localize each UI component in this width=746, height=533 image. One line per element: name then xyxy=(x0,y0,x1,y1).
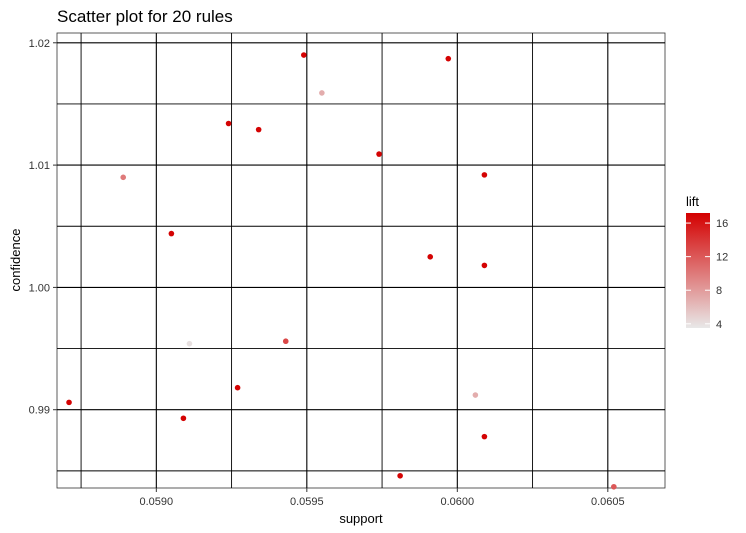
y-tick-label: 0.99 xyxy=(29,405,50,417)
scatter-point xyxy=(168,230,175,237)
chart-title: Scatter plot for 20 rules xyxy=(57,7,233,26)
scatter-point xyxy=(445,55,452,62)
scatter-point xyxy=(427,254,434,260)
scatter-point xyxy=(180,415,187,422)
scatter-point xyxy=(481,262,488,269)
x-axis-ticks: 0.0590 0.0595 0.0600 0.0605 xyxy=(139,488,625,508)
x-axis-title: support xyxy=(339,511,383,526)
data-points xyxy=(66,52,617,490)
color-legend: lift 4 8 12 16 xyxy=(686,194,728,331)
plot-panel xyxy=(56,32,666,489)
scatter-point xyxy=(611,483,617,490)
scatter-point xyxy=(234,384,241,391)
legend-tick-label: 8 xyxy=(716,285,722,297)
legend-tick-label: 12 xyxy=(716,252,728,264)
scatter-point xyxy=(319,90,325,96)
scatter-point xyxy=(397,472,403,479)
minor-grid xyxy=(57,33,665,488)
panel-border xyxy=(56,32,666,489)
scatter-point xyxy=(376,151,382,157)
scatter-point xyxy=(301,52,307,58)
legend-tick-label: 16 xyxy=(716,218,728,230)
scatter-point xyxy=(282,338,289,345)
legend-title: lift xyxy=(686,194,699,209)
y-tick-label: 1.00 xyxy=(29,282,50,294)
x-tick-label: 0.0595 xyxy=(290,496,324,508)
x-axis: 0.0590 0.0595 0.0600 0.0605 xyxy=(139,488,625,508)
y-tick-label: 1.02 xyxy=(29,38,50,50)
y-axis-title: confidence xyxy=(8,229,23,292)
x-tick-label: 0.0600 xyxy=(440,496,474,508)
major-grid xyxy=(57,33,665,488)
scatter-point xyxy=(186,340,193,347)
scatter-point xyxy=(120,174,127,181)
scatter-point xyxy=(481,433,488,440)
scatter-point xyxy=(66,399,72,406)
scatter-point xyxy=(255,126,262,133)
legend-colorbar xyxy=(686,213,710,328)
scatter-point xyxy=(472,392,479,398)
legend-ticks: 4 8 12 16 xyxy=(686,218,728,331)
y-axis-ticks: 0.99 1.00 1.01 1.02 xyxy=(29,38,57,417)
scatter-point xyxy=(225,120,232,127)
legend-tick-label: 4 xyxy=(716,319,722,331)
y-axis: 0.99 1.00 1.01 1.02 xyxy=(29,38,57,417)
x-tick-label: 0.0605 xyxy=(591,496,625,508)
x-tick-label: 0.0590 xyxy=(139,496,173,508)
y-tick-label: 1.01 xyxy=(29,160,50,172)
scatter-point xyxy=(481,172,488,178)
